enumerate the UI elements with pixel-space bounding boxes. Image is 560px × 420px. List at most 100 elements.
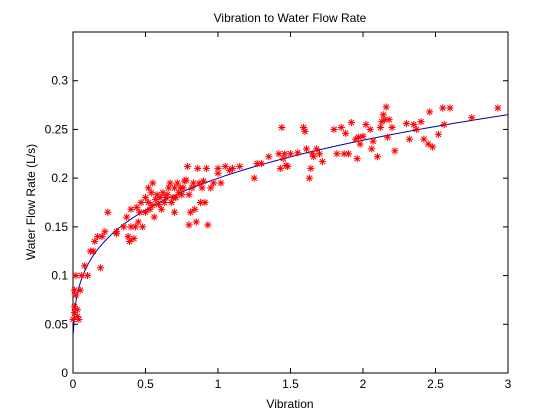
data-point: [265, 153, 272, 160]
x-tick-label: 2.5: [427, 377, 444, 391]
data-point: [84, 272, 91, 279]
x-tick-label: 1: [215, 377, 222, 391]
data-point: [123, 214, 130, 221]
data-point: [307, 165, 314, 172]
data-point: [139, 223, 146, 230]
y-axis-label: Water Flow Rate (L/s): [24, 144, 38, 260]
data-point: [377, 124, 384, 131]
y-tick-label: 0.1: [51, 269, 68, 283]
data-point: [278, 124, 285, 131]
x-tick-label: 0: [70, 377, 77, 391]
data-point: [151, 214, 158, 221]
data-point: [391, 147, 398, 154]
chart-title: Vibration to Water Flow Rate: [214, 11, 367, 25]
data-point: [417, 118, 424, 125]
data-point: [120, 223, 127, 230]
data-point: [439, 104, 446, 111]
data-point: [303, 145, 310, 152]
x-tick-label: 1.5: [282, 377, 299, 391]
data-point: [342, 130, 349, 137]
data-point: [370, 138, 377, 145]
data-point: [357, 140, 364, 147]
data-point: [294, 149, 301, 156]
data-point: [345, 150, 352, 157]
data-point: [306, 175, 313, 182]
data-point: [413, 126, 420, 133]
data-point: [280, 155, 287, 162]
x-tick-label: 2: [360, 377, 367, 391]
data-point: [183, 176, 190, 183]
y-tick-label: 0.3: [51, 74, 68, 88]
data-point: [97, 264, 104, 271]
data-point: [200, 177, 207, 184]
data-point: [316, 150, 323, 157]
data-point: [446, 104, 453, 111]
data-point: [403, 120, 410, 127]
data-point: [125, 233, 132, 240]
data-point: [386, 116, 393, 123]
data-point: [90, 248, 97, 255]
y-tick-label: 0: [61, 366, 68, 380]
x-axis-label: Vibration: [266, 397, 313, 411]
data-point: [101, 228, 108, 235]
data-point: [319, 158, 326, 165]
data-point: [191, 206, 198, 213]
data-point: [354, 155, 361, 162]
data-point: [251, 175, 258, 182]
data-point: [214, 170, 221, 177]
data-point: [384, 134, 391, 141]
x-tick-label: 3: [505, 377, 512, 391]
data-point: [236, 163, 243, 170]
data-point: [201, 199, 208, 206]
data-point: [367, 126, 374, 133]
data-point: [130, 235, 137, 242]
data-point: [193, 218, 200, 225]
data-point: [149, 179, 156, 186]
data-point: [426, 108, 433, 115]
data-point: [284, 163, 291, 170]
data-point: [158, 206, 165, 213]
data-point: [127, 206, 134, 213]
data-point: [185, 191, 192, 198]
data-point: [148, 189, 155, 196]
data-point: [217, 179, 224, 186]
data-point: [194, 165, 201, 172]
y-tick-label: 0.2: [51, 171, 68, 185]
data-point: [178, 191, 185, 198]
data-point: [468, 114, 475, 121]
data-point: [301, 128, 308, 135]
data-point: [429, 143, 436, 150]
data-point: [388, 124, 395, 131]
data-point: [333, 150, 340, 157]
data-point: [287, 150, 294, 157]
data-point: [161, 199, 168, 206]
data-point: [81, 262, 88, 269]
data-point: [204, 221, 211, 228]
data-point: [185, 221, 192, 228]
data-point: [380, 111, 387, 118]
data-point: [113, 230, 120, 237]
data-point: [203, 165, 210, 172]
data-point: [374, 153, 381, 160]
data-point: [171, 209, 178, 216]
data-point: [338, 124, 345, 131]
data-point: [210, 179, 217, 186]
data-point: [104, 209, 111, 216]
data-point: [184, 163, 191, 170]
data-point: [75, 316, 82, 323]
data-point: [330, 126, 337, 133]
y-tick-label: 0.05: [45, 317, 69, 331]
data-point: [383, 103, 390, 110]
data-point: [435, 131, 442, 138]
data-point: [180, 184, 187, 191]
y-tick-label: 0.15: [45, 220, 69, 234]
data-point: [359, 133, 366, 140]
data-point: [258, 160, 265, 167]
data-point: [74, 306, 81, 313]
data-point: [406, 136, 413, 143]
data-point: [77, 287, 84, 294]
data-point: [348, 119, 355, 126]
data-point: [198, 184, 205, 191]
data-point: [368, 145, 375, 152]
data-point: [494, 104, 501, 111]
